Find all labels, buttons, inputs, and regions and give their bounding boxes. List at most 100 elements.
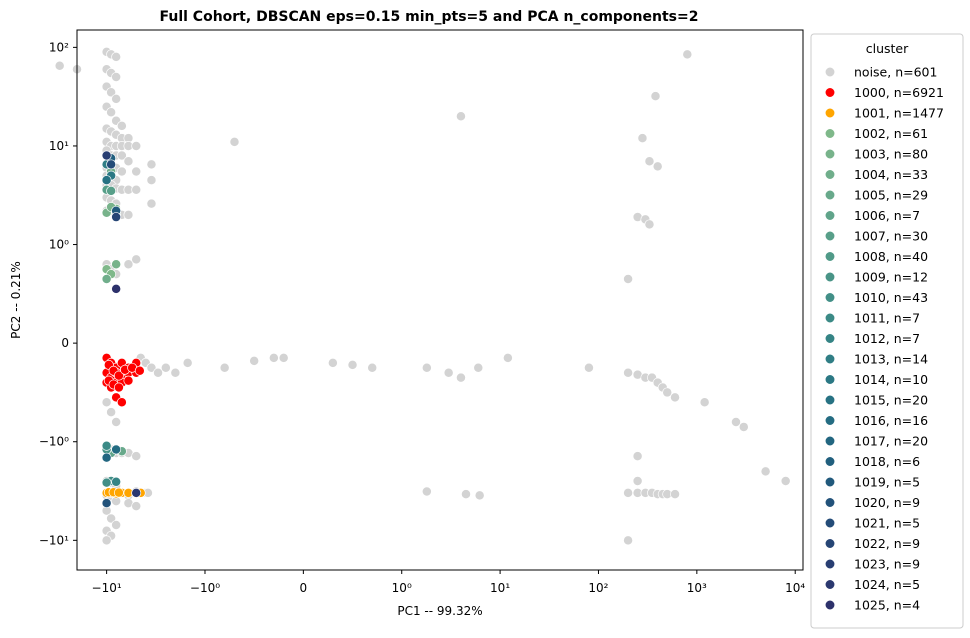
- data-point: [182, 357, 193, 368]
- x-tick-label: 0: [300, 581, 308, 595]
- series-1015: [101, 175, 112, 186]
- series-1022: [111, 212, 122, 223]
- x-tick-label: 10³: [687, 581, 707, 595]
- data-point: [116, 166, 127, 177]
- legend-label: 1001, n=1477: [854, 106, 944, 121]
- legend-entry: 1006, n=7: [824, 208, 920, 223]
- legend-marker: [824, 476, 836, 488]
- data-point: [623, 535, 634, 546]
- data-point: [131, 184, 142, 195]
- data-point: [111, 212, 122, 223]
- legend-label: 1012, n=7: [854, 331, 920, 346]
- points-layer: [54, 46, 791, 546]
- data-point: [106, 185, 117, 196]
- y-tick-label: 10²: [49, 40, 69, 54]
- data-point: [738, 421, 749, 432]
- data-point: [146, 175, 157, 186]
- x-tick-label: 10¹: [490, 581, 510, 595]
- legend-entry: 1008, n=40: [824, 249, 928, 264]
- legend-entry: 1001, n=1477: [824, 106, 944, 121]
- data-point: [146, 159, 157, 170]
- data-point: [473, 362, 484, 373]
- legend-label: 1021, n=5: [854, 516, 920, 531]
- legend-entry: 1012, n=7: [824, 331, 920, 346]
- legend-label: 1025, n=4: [854, 598, 920, 613]
- legend-label: 1002, n=61: [854, 126, 928, 141]
- legend-marker: [824, 353, 836, 365]
- legend-box: [810, 33, 964, 629]
- data-point: [502, 352, 513, 363]
- legend-entry: 1011, n=7: [824, 311, 920, 326]
- data-point: [131, 141, 142, 151]
- legend-marker: [824, 66, 836, 78]
- legend-entry: 1018, n=6: [824, 454, 920, 469]
- series-1025: [111, 283, 122, 294]
- data-point: [131, 487, 142, 498]
- legend-entry: 1019, n=5: [824, 475, 920, 490]
- series-1007: [101, 184, 117, 196]
- data-point: [106, 159, 117, 170]
- legend-entry: 1023, n=9: [824, 557, 920, 572]
- legend-entry: 1014, n=10: [824, 372, 928, 387]
- data-point: [623, 274, 634, 285]
- data-point: [623, 487, 634, 498]
- legend-label: 1020, n=9: [854, 495, 920, 510]
- data-point: [123, 156, 134, 167]
- legend-entry: 1024, n=5: [824, 577, 920, 592]
- legend-label: 1006, n=7: [854, 208, 920, 223]
- data-point: [268, 352, 279, 363]
- legend-marker: [824, 148, 836, 160]
- legend-label: 1022, n=9: [854, 536, 920, 551]
- data-point: [54, 60, 65, 71]
- data-point: [123, 259, 134, 270]
- legend-entry: 1002, n=61: [824, 126, 928, 141]
- series-1017: [101, 452, 112, 463]
- data-point: [111, 476, 122, 487]
- data-point: [101, 498, 112, 509]
- legend-entry: 1003, n=80: [824, 147, 928, 162]
- legend-label: 1010, n=43: [854, 290, 928, 305]
- data-point: [106, 87, 117, 98]
- data-point: [421, 486, 432, 497]
- legend-entry: 1004, n=33: [824, 167, 928, 182]
- legend-label: 1023, n=9: [854, 557, 920, 572]
- legend-entry: 1009, n=12: [824, 270, 928, 285]
- data-point: [219, 362, 230, 373]
- data-point: [113, 487, 124, 498]
- data-point: [116, 120, 127, 131]
- legend-marker: [824, 558, 836, 570]
- legend-entry: 1010, n=43: [824, 290, 928, 305]
- data-point: [106, 407, 117, 418]
- legend-label: 1000, n=6921: [854, 85, 944, 100]
- data-point: [123, 375, 134, 386]
- legend: cluster noise, n=601 1000, n=6921 1001, n=…: [810, 33, 964, 629]
- legend-marker: [824, 599, 836, 611]
- legend-marker: [824, 128, 836, 139]
- data-point: [131, 451, 142, 462]
- x-tick-label: 10⁰: [392, 581, 412, 595]
- data-point: [146, 362, 157, 373]
- data-point: [670, 392, 680, 403]
- ticks-layer: −10¹ −10⁰ 0 10⁰ 10¹ 10² 10³ 10⁴ 10² 10¹ 10⁰ 0 −10⁰ −1…: [39, 40, 806, 595]
- data-point: [583, 362, 594, 373]
- legend-marker: [824, 271, 836, 283]
- data-point: [153, 367, 163, 378]
- legend-marker: [824, 517, 836, 529]
- legend-entry: 1025, n=4: [824, 598, 920, 613]
- legend-marker: [824, 251, 836, 262]
- legend-label: 1024, n=5: [854, 577, 920, 592]
- data-point: [461, 489, 471, 500]
- data-point: [101, 397, 112, 408]
- data-point: [111, 520, 122, 530]
- data-point: [170, 367, 181, 378]
- legend-label: 1005, n=29: [854, 188, 928, 203]
- data-point: [134, 365, 145, 376]
- data-point: [113, 382, 124, 393]
- data-point: [443, 367, 454, 378]
- legend-label: 1019, n=5: [854, 475, 920, 490]
- data-point: [632, 451, 643, 462]
- legend-label: 1013, n=14: [854, 352, 928, 367]
- legend-label: 1016, n=16: [854, 413, 928, 428]
- data-point: [760, 466, 771, 477]
